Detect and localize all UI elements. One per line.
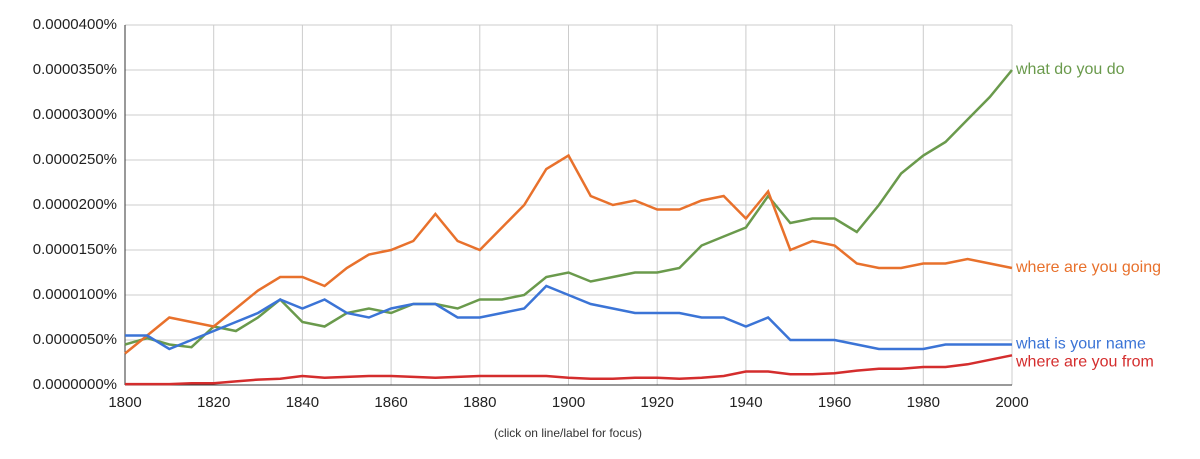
- x-tick-label: 2000: [995, 394, 1028, 411]
- y-tick-label: 0.0000050%: [33, 331, 117, 348]
- x-tick-label: 1980: [907, 394, 940, 411]
- y-tick-label: 0.0000250%: [33, 151, 117, 168]
- series-label[interactable]: where are you from: [1015, 354, 1154, 371]
- series-line[interactable]: [124, 69, 1013, 349]
- x-tick-label: 1900: [552, 394, 585, 411]
- y-tick-label: 0.0000400%: [33, 16, 117, 33]
- series-label[interactable]: what is your name: [1015, 336, 1146, 353]
- x-tick-label: 1800: [108, 394, 141, 411]
- y-tick-label: 0.0000150%: [33, 241, 117, 258]
- x-tick-label: 1860: [374, 394, 407, 411]
- y-tick-label: 0.0000100%: [33, 286, 117, 303]
- series-line[interactable]: [125, 284, 1012, 351]
- x-tick-label: 1940: [729, 394, 762, 411]
- x-tick-label: 1820: [197, 394, 230, 411]
- series-line[interactable]: [124, 153, 1013, 355]
- footnote: (click on line/label for focus): [494, 426, 642, 440]
- y-tick-label: 0.0000200%: [33, 196, 117, 213]
- x-tick-label: 1960: [818, 394, 851, 411]
- x-tick-label: 1840: [286, 394, 319, 411]
- y-tick-label: 0.0000300%: [33, 106, 117, 123]
- series-line[interactable]: [125, 354, 1013, 386]
- x-tick-label: 1880: [463, 394, 496, 411]
- series-label[interactable]: where are you going: [1015, 259, 1161, 276]
- series-label[interactable]: what do you do: [1015, 61, 1125, 78]
- x-tick-label: 1920: [641, 394, 674, 411]
- y-tick-label: 0.0000000%: [33, 376, 117, 393]
- y-tick-label: 0.0000350%: [33, 61, 117, 78]
